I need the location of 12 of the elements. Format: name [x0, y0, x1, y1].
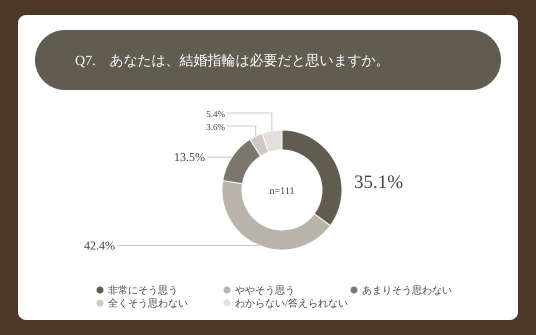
legend-label: あまりそう思わない: [362, 286, 452, 296]
data-label: 35.1%: [354, 172, 404, 193]
legend-label: わからない/答えられない: [235, 298, 348, 310]
legend-label: ややそう思う: [235, 286, 295, 296]
legend-label: 全くそう思わない: [108, 298, 188, 310]
text: n=111: [270, 186, 294, 197]
data-label: 42.4%: [84, 238, 115, 252]
data-label: 3.6%: [206, 122, 226, 132]
legend-label: 非常にそう思う: [108, 284, 178, 296]
chart-title: Q7. あなたは、結婚指輪は必要だと思いますか。: [75, 53, 390, 69]
data-label: 5.4%: [206, 109, 226, 120]
data-label: 13.5%: [174, 150, 205, 164]
